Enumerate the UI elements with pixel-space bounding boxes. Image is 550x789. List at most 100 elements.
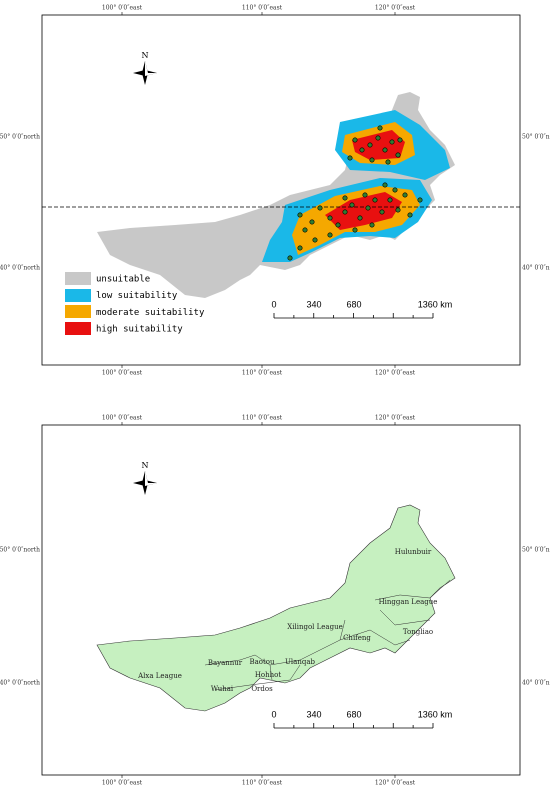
occurrence-point xyxy=(297,245,303,251)
occurrence-point xyxy=(387,197,393,203)
scale-label: 0 xyxy=(271,299,276,309)
lat-label: 50° 0′0″north xyxy=(0,134,40,141)
occurrence-point xyxy=(417,197,423,203)
lon-label: 100° 0′0″east xyxy=(102,415,143,422)
occurrence-point xyxy=(335,222,341,228)
occurrence-point xyxy=(369,222,375,228)
lat-label: 40° 0′0″north xyxy=(522,265,550,272)
lon-label: 110° 0′0″east xyxy=(242,5,283,12)
lat-label: 40° 0′0″north xyxy=(0,680,40,687)
occurrence-point xyxy=(302,227,308,233)
lon-label: 100° 0′0″east xyxy=(102,5,143,12)
occurrence-point xyxy=(365,205,371,211)
legend-swatch xyxy=(65,272,91,285)
legend-swatch xyxy=(65,289,91,302)
legend-swatch xyxy=(65,305,91,318)
scale-label: 340 xyxy=(306,709,321,719)
occurrence-point xyxy=(367,142,373,148)
occurrence-point xyxy=(402,192,408,198)
occurrence-point xyxy=(317,205,323,211)
lat-label: 40° 0′0″north xyxy=(522,680,550,687)
scale-label: 680 xyxy=(346,709,361,719)
north-label: N xyxy=(142,461,149,470)
north-label: N xyxy=(142,51,149,60)
scale-label: 340 xyxy=(306,299,321,309)
scale-label: 1360 km xyxy=(418,299,453,309)
occurrence-point xyxy=(407,212,413,218)
occurrence-point xyxy=(357,215,363,221)
region-label: Hulunbuir xyxy=(395,548,432,556)
high-area xyxy=(352,130,405,160)
map-frame xyxy=(41,424,521,776)
occurrence-point xyxy=(342,209,348,215)
occurrence-point xyxy=(397,137,403,143)
lat-label: 50° 0′0″north xyxy=(0,547,40,554)
occurrence-point xyxy=(369,157,375,163)
region-label: Chifeng xyxy=(343,634,371,642)
lon-label: 110° 0′0″east xyxy=(242,415,283,422)
region-label: Tongliao xyxy=(403,628,433,636)
map-frame xyxy=(41,14,521,366)
occurrence-point xyxy=(327,232,333,238)
region-label: Xilingol League xyxy=(287,623,342,631)
top-map: 100° 0′0″east 100° 0′0″east 110° 0′0″east 1… xyxy=(0,5,550,377)
occurrence-point xyxy=(362,192,368,198)
region-label: Hinggan League xyxy=(379,598,438,606)
occurrence-point xyxy=(382,147,388,153)
occurrence-point xyxy=(389,139,395,145)
occurrence-point xyxy=(392,187,398,193)
lon-label: 120° 0′0″east xyxy=(375,5,416,12)
occurrence-point xyxy=(312,237,318,243)
north-arrow xyxy=(145,61,157,76)
bottom-map: 100° 0′0″east 100° 0′0″east 110° 0′0″east 1… xyxy=(0,415,550,787)
occurrence-point xyxy=(379,209,385,215)
occurrence-point xyxy=(347,155,353,161)
occurrence-point xyxy=(352,227,358,233)
legend-swatch xyxy=(65,322,91,335)
scale-label: 680 xyxy=(346,299,361,309)
scale-label: 0 xyxy=(271,709,276,719)
lon-label: 120° 0′0″east xyxy=(375,780,416,787)
occurrence-point xyxy=(395,207,401,213)
lon-label: 110° 0′0″east xyxy=(242,370,283,377)
region-label: Bayannur xyxy=(208,659,243,667)
region-label: Hohhot xyxy=(255,671,282,679)
region-label: Alxa League xyxy=(137,672,182,680)
lat-label: 40° 0′0″north xyxy=(0,265,40,272)
legend-label: high suitability xyxy=(96,325,183,335)
lon-label: 120° 0′0″east xyxy=(375,370,416,377)
legend-label: low suitability xyxy=(96,291,178,301)
occurrence-point xyxy=(327,215,333,221)
lat-label: 50° 0′0″north xyxy=(522,547,550,554)
scale-label: 1360 km xyxy=(418,709,453,719)
occurrence-point xyxy=(342,195,348,201)
lon-label: 120° 0′0″east xyxy=(375,415,416,422)
occurrence-point xyxy=(395,152,401,158)
occurrence-point xyxy=(349,202,355,208)
occurrence-point xyxy=(377,125,383,131)
occurrence-point xyxy=(297,212,303,218)
legend-label: moderate suitability xyxy=(96,308,205,318)
region-borders xyxy=(204,579,451,691)
legend-label: unsuitable xyxy=(96,275,150,285)
occurrence-point xyxy=(385,159,391,165)
lon-label: 110° 0′0″east xyxy=(242,780,283,787)
region-label: Wuhai xyxy=(211,685,234,693)
occurrence-point xyxy=(352,137,358,143)
occurrence-point xyxy=(309,219,315,225)
occurrence-point xyxy=(372,197,378,203)
occurrence-point xyxy=(375,135,381,141)
region-label: Ulanqab xyxy=(285,658,315,666)
occurrence-point xyxy=(287,255,293,261)
lon-label: 100° 0′0″east xyxy=(102,370,143,377)
occurrence-points xyxy=(287,125,423,261)
occurrence-point xyxy=(382,182,388,188)
high-area xyxy=(325,192,402,230)
occurrence-point xyxy=(359,147,365,153)
region-label: Baotou xyxy=(249,658,275,666)
north-arrow xyxy=(145,471,157,486)
lon-label: 100° 0′0″east xyxy=(102,780,143,787)
lat-label: 50° 0′0″north xyxy=(522,134,550,141)
region-label: Ordos xyxy=(251,685,273,693)
